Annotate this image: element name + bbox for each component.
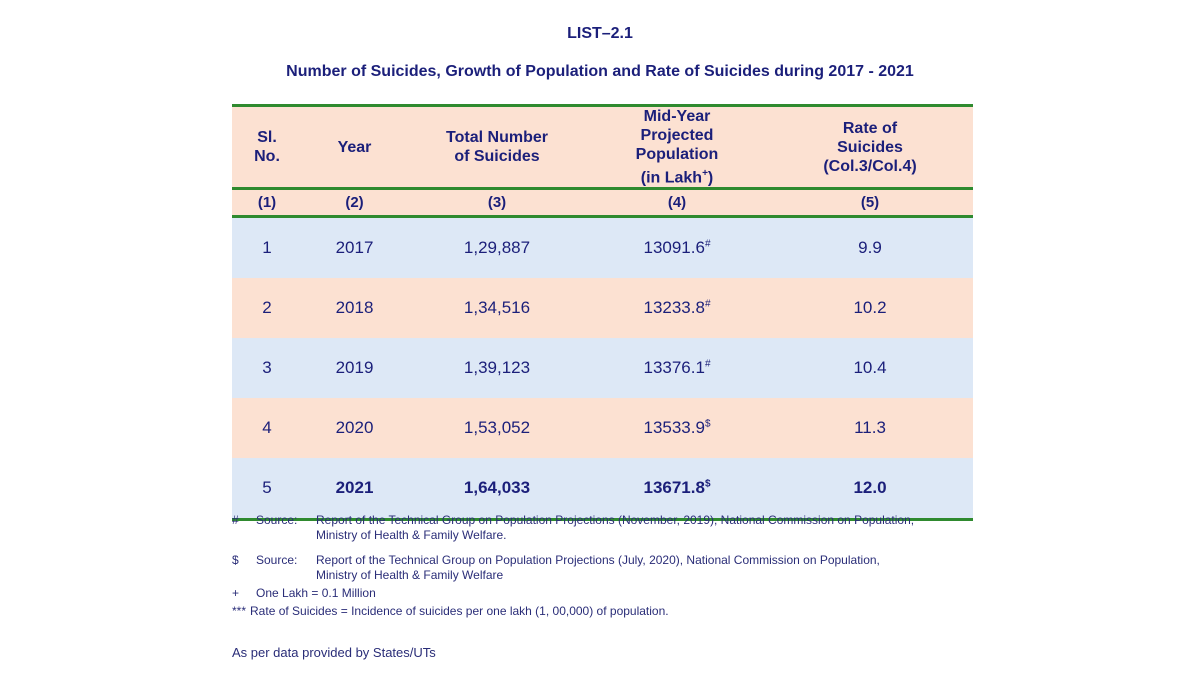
- cell-population: 13671.8$: [587, 458, 767, 522]
- cell-total: 1,53,052: [407, 398, 587, 459]
- cell-year: 2021: [302, 458, 407, 522]
- header-total: Total Number of Suicides: [407, 103, 587, 191]
- col-num: (4): [587, 188, 767, 219]
- cell-rate: 9.9: [767, 216, 973, 279]
- cell-year: 2018: [302, 278, 407, 339]
- cell-sl: 5: [232, 458, 302, 522]
- header-population: Mid-Year Projected Population (in Lakh+): [587, 103, 767, 191]
- page-title: Number of Suicides, Growth of Population…: [286, 63, 914, 80]
- table-row: 2 2018 1,34,516 13233.8# 10.2: [232, 278, 973, 339]
- footnote-rate: *** Rate of Suicides = Incidence of suici…: [232, 604, 669, 618]
- list-label: LIST–2.1: [567, 25, 633, 42]
- footnote-dollar: $ Source: Report of the Technical Group on…: [232, 553, 880, 582]
- header-sl: Sl. No.: [232, 103, 302, 191]
- cell-rate: 12.0: [767, 458, 973, 522]
- cell-sl: 3: [232, 338, 302, 399]
- cell-year: 2019: [302, 338, 407, 399]
- cell-sl: 2: [232, 278, 302, 339]
- table-row: 3 2019 1,39,123 13376.1# 10.4: [232, 338, 973, 399]
- cell-year: 2017: [302, 216, 407, 279]
- cell-sl: 4: [232, 398, 302, 459]
- table-row: 5 2021 1,64,033 13671.8$ 12.0: [232, 458, 973, 522]
- table-row: 4 2020 1,53,052 13533.9$ 11.3: [232, 398, 973, 459]
- header-year: Year: [302, 103, 407, 191]
- footnote-plus: + One Lakh = 0.1 Million: [232, 586, 376, 600]
- col-num: (2): [302, 188, 407, 219]
- column-number-row: (1) (2) (3) (4) (5): [232, 188, 973, 219]
- cell-population: 13233.8#: [587, 278, 767, 339]
- footnote-hash: # Source: Report of the Technical Group on…: [232, 513, 915, 542]
- header-rate: Rate of Suicides (Col.3/Col.4): [767, 103, 973, 191]
- cell-rate: 11.3: [767, 398, 973, 459]
- col-num: (5): [767, 188, 973, 219]
- cell-year: 2020: [302, 398, 407, 459]
- cell-population: 13533.9$: [587, 398, 767, 459]
- footnotes: # Source: Report of the Technical Group on…: [232, 513, 916, 619]
- cell-population: 13091.6#: [587, 216, 767, 279]
- col-num: (1): [232, 188, 302, 219]
- suicide-table: Sl. No. Year Total Number of Suicides Mi…: [232, 103, 973, 522]
- cell-total: 1,39,123: [407, 338, 587, 399]
- col-num: (3): [407, 188, 587, 219]
- cell-total: 1,29,887: [407, 216, 587, 279]
- cell-rate: 10.2: [767, 278, 973, 339]
- table-row: 1 2017 1,29,887 13091.6# 9.9: [232, 216, 973, 279]
- header-row: Sl. No. Year Total Number of Suicides Mi…: [232, 103, 973, 191]
- cell-rate: 10.4: [767, 338, 973, 399]
- cell-sl: 1: [232, 216, 302, 279]
- cell-population: 13376.1#: [587, 338, 767, 399]
- cell-total: 1,34,516: [407, 278, 587, 339]
- data-source-note: As per data provided by States/UTs: [232, 645, 436, 660]
- cell-total: 1,64,033: [407, 458, 587, 522]
